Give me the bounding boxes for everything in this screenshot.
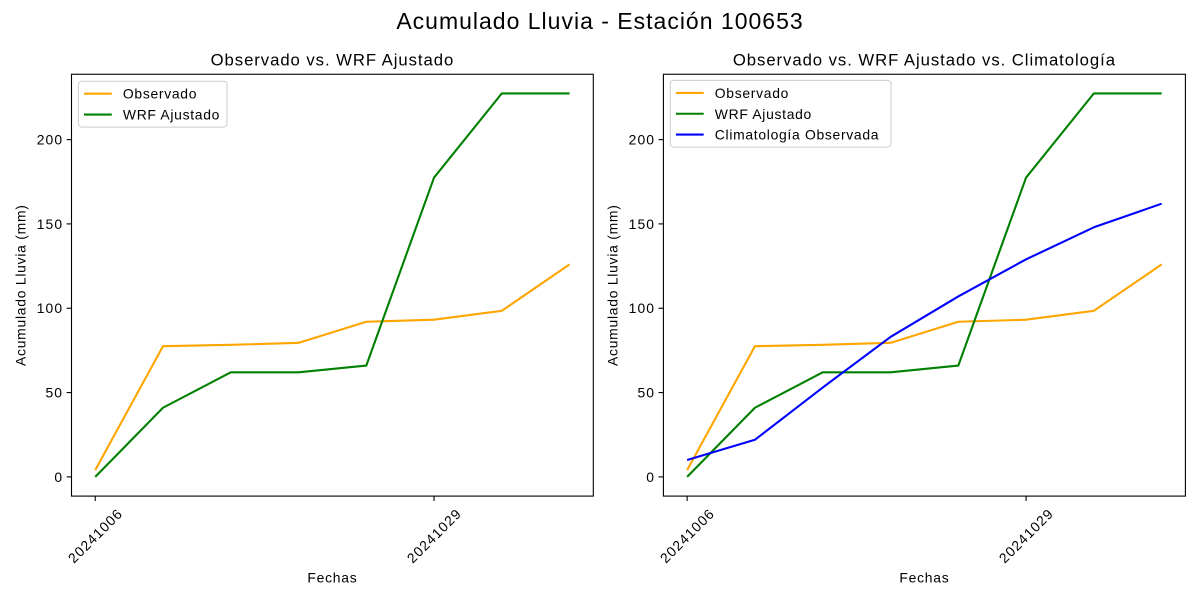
svg-text:Observado: Observado — [123, 86, 197, 102]
svg-text:150: 150 — [629, 216, 655, 232]
svg-text:Acumulado Lluvia - Estación 10: Acumulado Lluvia - Estación 100653 — [396, 8, 803, 34]
svg-text:Climatología Observada: Climatología Observada — [715, 127, 879, 143]
svg-text:WRF Ajustado: WRF Ajustado — [123, 107, 220, 123]
svg-text:Fechas: Fechas — [899, 569, 949, 585]
svg-text:100: 100 — [629, 300, 655, 316]
svg-text:50: 50 — [637, 384, 655, 400]
svg-text:200: 200 — [629, 132, 655, 148]
svg-text:Fechas: Fechas — [307, 569, 357, 585]
svg-text:150: 150 — [37, 216, 63, 232]
svg-text:50: 50 — [46, 384, 64, 400]
svg-text:Observado vs. WRF Ajustado: Observado vs. WRF Ajustado — [211, 51, 455, 70]
svg-text:100: 100 — [37, 300, 63, 316]
svg-text:0: 0 — [646, 469, 655, 485]
svg-text:Observado vs. WRF Ajustado vs.: Observado vs. WRF Ajustado vs. Climatolo… — [733, 51, 1116, 70]
svg-text:Acumulado Lluvia (mm): Acumulado Lluvia (mm) — [604, 204, 620, 366]
svg-text:200: 200 — [37, 132, 63, 148]
svg-text:Acumulado Lluvia (mm): Acumulado Lluvia (mm) — [13, 204, 29, 366]
svg-text:0: 0 — [54, 469, 63, 485]
svg-text:Observado: Observado — [715, 85, 789, 101]
svg-text:WRF Ajustado: WRF Ajustado — [715, 106, 812, 122]
